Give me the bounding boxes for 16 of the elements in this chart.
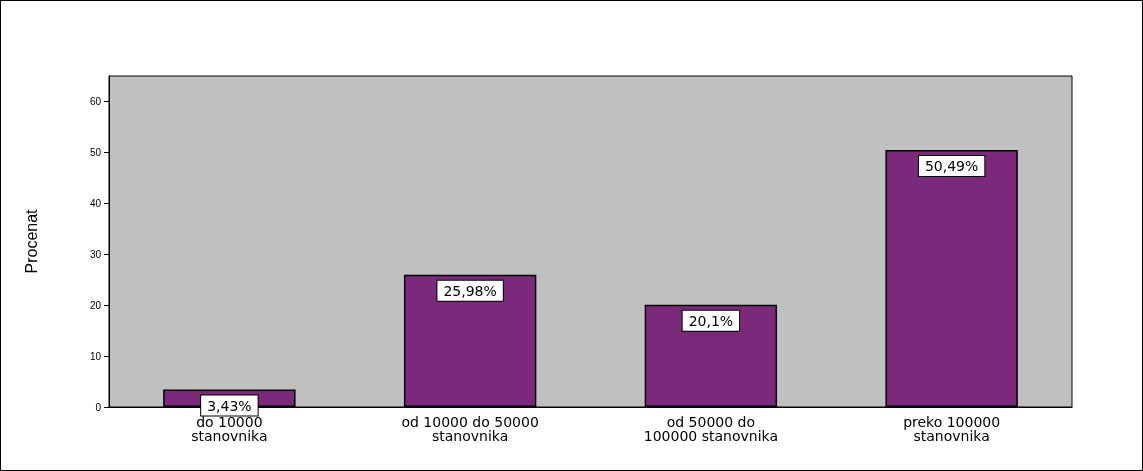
x-tick-label: od 10000 do 50000 stanovnika <box>401 414 539 444</box>
x-tick-label: do 10000 stanovnika <box>191 414 268 444</box>
x-tick-label: preko 100000 stanovnika <box>903 414 1001 444</box>
data-label: 50,49% <box>924 157 979 174</box>
y-tick-label: 30 <box>89 248 102 260</box>
y-tick-label: 10 <box>89 350 102 362</box>
y-tick-label: 20 <box>89 299 102 311</box>
data-label: 20,1% <box>688 312 734 329</box>
y-tick-label: 50 <box>89 146 102 158</box>
y-axis-title: Procenat <box>22 208 40 274</box>
data-label: 25,98% <box>443 282 497 299</box>
data-label: 3,43% <box>207 397 252 414</box>
y-tick-label: 0 <box>95 401 102 413</box>
y-tick-label: 40 <box>89 197 102 209</box>
x-tick-label: od 50000 do 100000 stanovnika <box>643 414 778 444</box>
y-tick-label: 60 <box>89 95 102 107</box>
